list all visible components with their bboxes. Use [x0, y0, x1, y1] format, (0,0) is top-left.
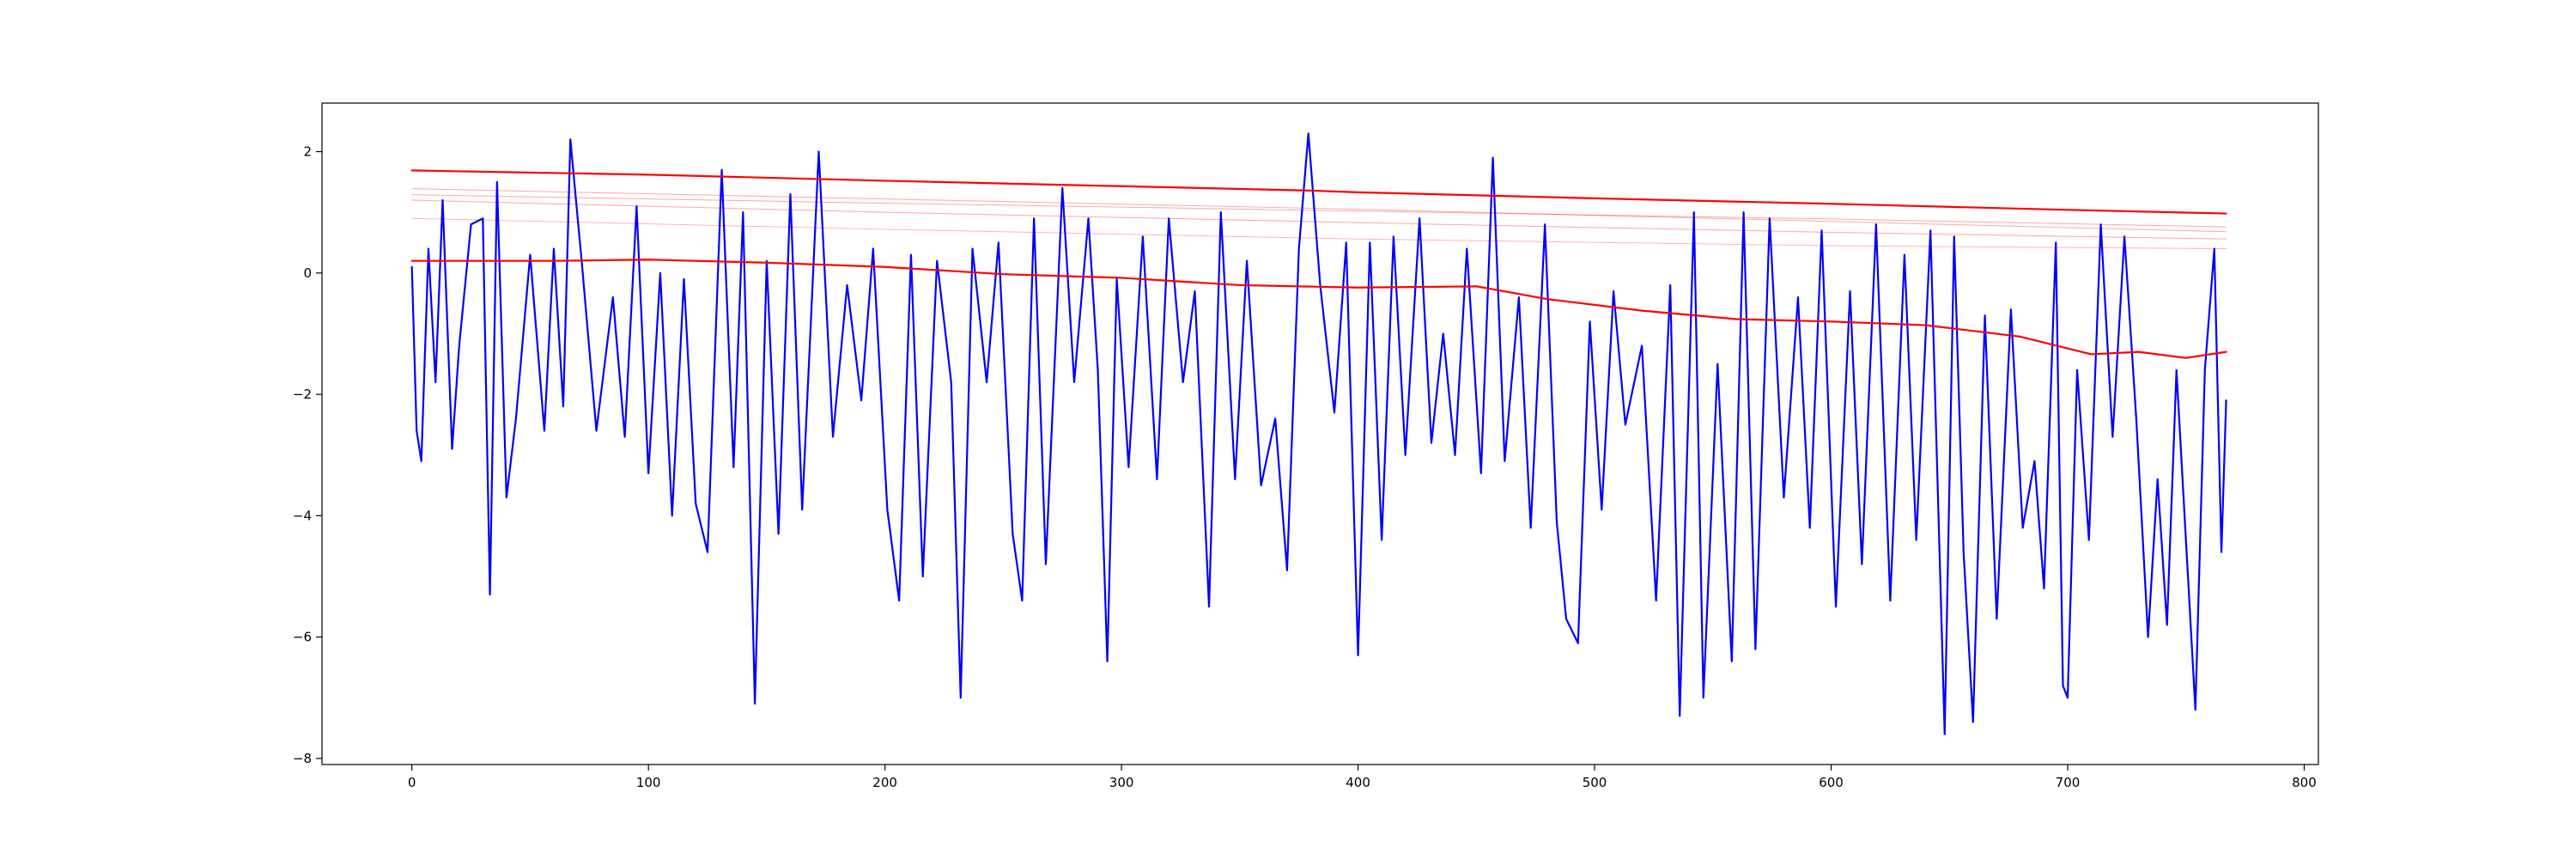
x-tick-label: 0 — [408, 775, 416, 790]
series-line-signal — [410, 132, 2227, 735]
y-tick-label: −4 — [293, 508, 312, 523]
y-tick-label: 0 — [303, 265, 312, 281]
series-line-faint-band-4 — [411, 217, 2227, 250]
series-line-faint-band-1 — [411, 188, 2227, 233]
x-tick-label: 300 — [1109, 775, 1134, 790]
series-line-lower-trend — [410, 259, 2227, 359]
x-axis: 0 100 200 300 400 500 600 700 800 — [408, 765, 2317, 790]
x-tick-label: 500 — [1583, 775, 1607, 790]
x-tick-label: 100 — [636, 775, 661, 790]
x-tick-label: 200 — [872, 775, 897, 790]
y-tick-label: −2 — [293, 387, 312, 402]
x-tick-label: 800 — [2292, 775, 2317, 790]
x-tick-label: 400 — [1346, 775, 1370, 790]
series-line-faint-band-2 — [411, 194, 2227, 228]
plot-area-frame — [321, 102, 2319, 765]
y-tick-label: 2 — [303, 144, 312, 160]
series-line-faint-band-3 — [411, 199, 2227, 240]
y-axis: 2 0 −2 −4 −6 −8 — [293, 144, 322, 766]
x-tick-label: 600 — [1819, 775, 1844, 790]
y-tick-label: −8 — [293, 751, 312, 766]
y-tick-label: −6 — [293, 630, 312, 645]
series-layer — [410, 132, 2227, 735]
x-tick-label: 700 — [2056, 775, 2081, 790]
series-line-upper-trend — [410, 169, 2227, 215]
